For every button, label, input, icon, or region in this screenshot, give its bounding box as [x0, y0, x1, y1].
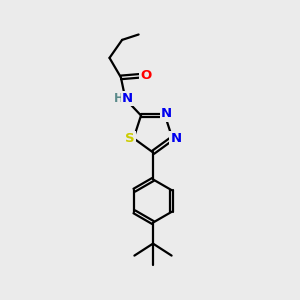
Text: N: N	[170, 132, 182, 145]
Text: O: O	[140, 69, 151, 82]
Text: N: N	[122, 92, 134, 105]
Text: H: H	[114, 92, 124, 105]
Text: N: N	[161, 107, 172, 121]
Text: S: S	[125, 132, 135, 145]
